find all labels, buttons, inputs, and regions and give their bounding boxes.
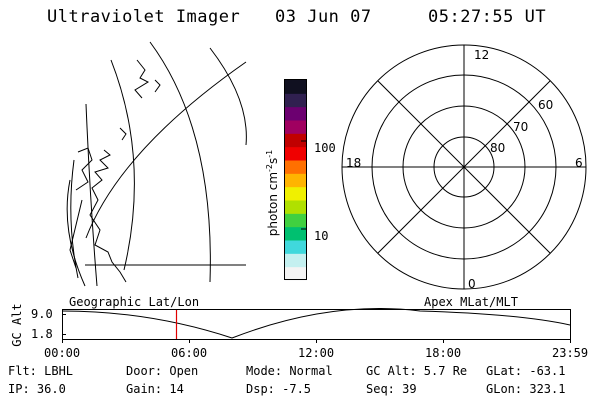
colorbar-cell xyxy=(285,106,307,121)
instrument-title: Ultraviolet Imager xyxy=(47,7,241,27)
colorbar-cell xyxy=(285,120,307,134)
colorbar-cell xyxy=(285,173,307,188)
map-grid-line xyxy=(85,61,247,239)
colorbar-cell xyxy=(285,266,307,281)
coastline xyxy=(134,59,150,99)
colorbar-cell xyxy=(285,226,307,241)
colorbar xyxy=(284,79,307,281)
colorbar-cell xyxy=(285,186,307,201)
altitude-xtick-label-3: 18:00 xyxy=(425,346,462,360)
colorbar-cell xyxy=(285,160,307,174)
altitude-ytick-bottom: 1.8 xyxy=(31,327,53,341)
coastline xyxy=(89,149,127,283)
status-filter: Flt: LBHL xyxy=(8,364,74,378)
status-ip: IP: 36.0 xyxy=(8,382,66,396)
coastline xyxy=(154,79,161,93)
colorbar-tick-100: 100 xyxy=(314,141,336,155)
status-mode: Mode: Normal xyxy=(246,364,333,378)
altitude-ytick-top: 9.0 xyxy=(31,307,53,321)
geographic-panel-label: Geographic Lat/Lon xyxy=(69,295,200,309)
observation-time: 05:27:55 UT xyxy=(428,7,547,27)
colorbar-cell xyxy=(285,133,307,148)
polar-label-70: 70 xyxy=(513,120,529,134)
colorbar-cell xyxy=(285,93,307,108)
coastline xyxy=(119,127,127,141)
altitude-xtick-label-2: 12:00 xyxy=(298,346,335,360)
status-seq: Seq: 39 xyxy=(366,382,417,396)
colorbar-cell xyxy=(285,213,307,228)
altitude-xtick-label-4: 23:59 xyxy=(552,346,589,360)
status-gc-alt: GC Alt: 5.7 Re xyxy=(366,364,468,378)
altitude-trace xyxy=(61,308,571,339)
status-glon: GLon: 323.1 xyxy=(486,382,566,396)
polar-label-12: 12 xyxy=(474,48,490,62)
colorbar-tick-10: 10 xyxy=(314,229,329,243)
polar-label-0: 0 xyxy=(468,277,476,291)
observation-date: 03 Jun 07 xyxy=(275,7,372,27)
polar-label-80: 80 xyxy=(490,141,506,155)
status-gain: Gain: 14 xyxy=(126,382,184,396)
map-grid-line xyxy=(149,41,211,283)
polar-label-6: 6 xyxy=(575,156,583,170)
status-glat: GLat: -63.1 xyxy=(486,364,566,378)
colorbar-cell xyxy=(285,200,307,214)
colorbar-cell xyxy=(285,146,307,161)
altitude-xtick-label-1: 06:00 xyxy=(171,346,208,360)
colorbar-cell xyxy=(285,80,307,94)
polar-label-60: 60 xyxy=(538,98,554,112)
status-dsp: Dsp: -7.5 xyxy=(246,382,312,396)
colorbar-cell xyxy=(285,253,307,268)
map-grid-line xyxy=(110,59,135,271)
polar-label-18: 18 xyxy=(346,156,362,170)
colorbar-cell xyxy=(285,240,307,254)
altitude-ylabel: GC Alt xyxy=(10,303,24,347)
apex-panel-label: Apex MLat/MLT xyxy=(424,295,518,309)
status-door: Door: Open xyxy=(126,364,199,378)
coastline xyxy=(75,147,93,191)
polar-diagonal xyxy=(377,80,551,254)
map-grid-line xyxy=(209,47,247,146)
coastline xyxy=(69,199,83,269)
map-grid-line xyxy=(66,179,86,287)
altitude-xtick-label-0: 00:00 xyxy=(44,346,81,360)
